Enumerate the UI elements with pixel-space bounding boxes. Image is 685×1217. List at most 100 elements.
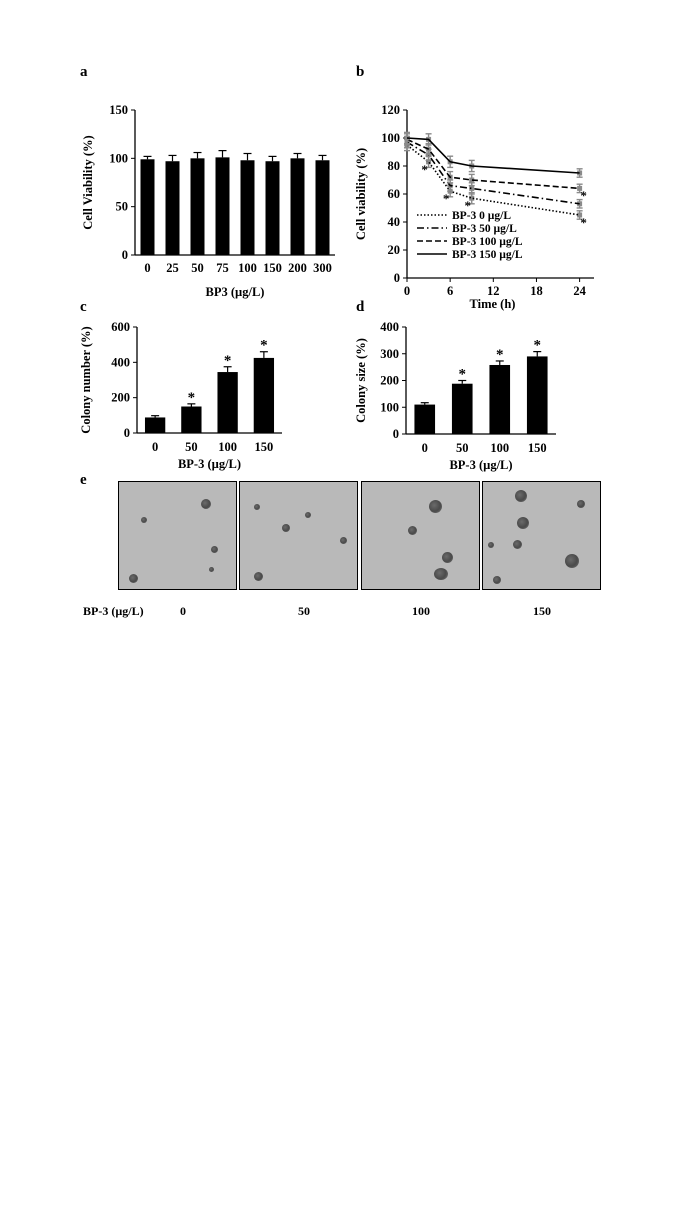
bar (140, 159, 155, 255)
bar (414, 404, 436, 434)
colony-spot (141, 517, 147, 523)
significance-asterisk: * (580, 215, 587, 230)
y-tick-label: 400 (111, 355, 130, 369)
significance-asterisk: * (224, 353, 232, 369)
colony-spot (305, 512, 311, 518)
x-tick-label: 18 (530, 284, 543, 298)
legend-label: BP-3 0 µg/L (452, 210, 511, 222)
panel-letter-b: b (356, 64, 365, 80)
colony-spot (434, 568, 448, 580)
x-tick-label: 50 (185, 440, 198, 454)
y-tick-label: 100 (381, 131, 400, 145)
colony-spot (493, 576, 501, 584)
bar (290, 158, 305, 255)
y-tick-label: 120 (381, 103, 400, 117)
bar (489, 364, 511, 434)
x-tick-label: 100 (238, 261, 257, 275)
y-tick-label: 0 (122, 248, 128, 262)
x-tick-label: 300 (313, 261, 332, 275)
x-tick-label: 24 (573, 284, 586, 298)
colony-spot (282, 524, 290, 532)
x-tick-label: 6 (447, 284, 453, 298)
colony-photo-0 (118, 481, 237, 590)
significance-asterisk: * (188, 390, 196, 406)
data-point (469, 185, 475, 191)
bar (526, 356, 548, 434)
chart-a-cell-viability: 0 50 100 150 0 25 50 75 100 150 200 300 BP3 (µg/L) Ce… (81, 103, 335, 299)
x-tick-label: 50 (191, 261, 204, 275)
series-line (406, 141, 580, 205)
x-tick-label: 50 (456, 441, 469, 455)
y-tick-label: 150 (109, 103, 128, 117)
panel-letter-e: e (80, 472, 87, 488)
y-tick-label: 50 (116, 200, 129, 214)
data-point (469, 177, 475, 183)
y-tick-label: 0 (124, 426, 130, 440)
panel-letter-d: d (356, 299, 365, 315)
y-axis-title: Colony number (%) (79, 326, 93, 433)
significance-asterisk: * (421, 162, 428, 177)
panel-e-dose-100: 100 (412, 604, 430, 618)
panel-letter-c: c (80, 299, 87, 315)
bar (144, 417, 166, 433)
colony-spot (515, 490, 527, 502)
colony-spot (209, 567, 214, 572)
bar (190, 158, 205, 255)
colony-spot (201, 499, 211, 509)
x-tick-label: 0 (422, 441, 428, 455)
bar (265, 161, 280, 255)
chart-d-colony-size: 0 100 200 300 400 0 * 50 * 100 * 150 BP-3 (µg/L) Colo… (354, 320, 556, 472)
y-tick-label: 20 (388, 243, 401, 257)
y-tick-label: 100 (380, 400, 399, 414)
significance-asterisk: * (580, 188, 587, 203)
colony-spot (429, 500, 442, 513)
y-axis-title: Cell Viability (%) (81, 135, 95, 229)
colony-spot (565, 554, 579, 568)
x-tick-label: 25 (166, 261, 179, 275)
bar (315, 160, 330, 255)
significance-asterisk: * (459, 367, 467, 383)
y-tick-label: 40 (388, 215, 401, 229)
series-line (406, 138, 580, 190)
bar (181, 406, 202, 433)
x-tick-label: 100 (490, 441, 509, 455)
data-point (577, 212, 583, 218)
panel-e-dose-0: 0 (180, 604, 186, 618)
colony-spot (513, 540, 522, 549)
colony-spot (488, 542, 494, 548)
bar (253, 357, 275, 433)
panel-e-dose-150: 150 (533, 604, 551, 618)
colony-spot (517, 517, 529, 529)
colony-spot (408, 526, 417, 535)
colony-spot (254, 572, 263, 581)
colony-spot (442, 552, 453, 563)
x-tick-label: 100 (218, 440, 237, 454)
y-axis-title: Cell viability (%) (354, 148, 368, 240)
chart-c-colony-number: 0 200 400 600 0 * 50 * 100 * 150 BP-3 (µg/L) Colony … (79, 320, 282, 471)
colony-spot (211, 546, 218, 553)
y-tick-label: 60 (388, 187, 401, 201)
x-tick-label: 0 (152, 440, 158, 454)
colony-photo-50 (239, 481, 358, 590)
y-tick-label: 200 (380, 374, 399, 388)
x-tick-label: 200 (288, 261, 307, 275)
significance-asterisk: * (496, 347, 504, 363)
y-tick-label: 0 (393, 427, 399, 441)
x-tick-label: 0 (404, 284, 410, 298)
bar (165, 161, 180, 255)
significance-asterisk: * (534, 338, 542, 354)
colony-spot (254, 504, 260, 510)
panel-e-row-label: BP-3 (µg/L) (83, 604, 144, 618)
x-tick-label: 12 (487, 284, 500, 298)
data-point (469, 195, 475, 201)
y-tick-label: 0 (394, 271, 400, 285)
y-tick-label: 100 (109, 151, 128, 165)
x-axis-title: BP-3 (µg/L) (449, 458, 512, 472)
y-tick-label: 200 (111, 391, 130, 405)
legend-label: BP-3 100 µg/L (452, 236, 523, 248)
significance-asterisk: * (260, 338, 268, 354)
x-tick-label: 150 (255, 440, 274, 454)
colony-photo-150 (482, 481, 601, 590)
panel-e-dose-50: 50 (298, 604, 310, 618)
